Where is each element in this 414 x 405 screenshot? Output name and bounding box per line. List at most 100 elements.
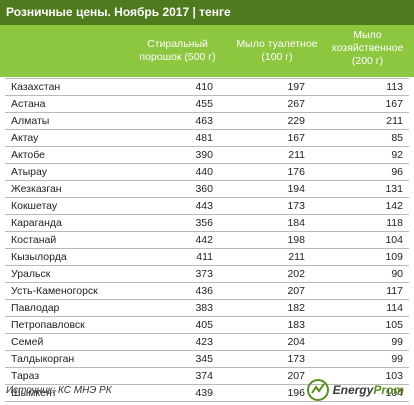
logo-text-energy: Energy	[332, 383, 374, 397]
laundry-soap-value: 104	[385, 234, 403, 246]
detergent-value: 383	[195, 302, 213, 314]
row-label: Усть-Каменогорск	[11, 285, 98, 297]
table-row: Шымкент 439 196 104	[5, 385, 409, 402]
header-laundry-soap: Мыло хозяйственное (200 г)	[320, 29, 414, 68]
table-row: Актобе 390 211 92	[5, 147, 409, 164]
source-note: Источник: КС МНЭ РК	[6, 385, 112, 396]
row-label: Караганда	[11, 217, 62, 229]
chart-title: Розничные цены. Ноябрь 2017 | тенге	[0, 0, 414, 25]
toilet-soap-value: 194	[287, 183, 305, 195]
table-row: Уральск 373 202 90	[5, 266, 409, 283]
header-detergent-line1: Стиральный	[147, 38, 208, 50]
row-label: Алматы	[11, 115, 50, 127]
toilet-soap-value: 182	[287, 302, 305, 314]
table-row: Тараз 374 207 103	[5, 368, 409, 385]
detergent-value: 345	[195, 353, 213, 365]
table-row: Астана 455 267 167	[5, 96, 409, 113]
table-row: Семей 423 204 99	[5, 334, 409, 351]
laundry-soap-value: 92	[391, 149, 403, 161]
table-body: Казахстан 410 197 113 Астана 455 267 167 Алматы 4…	[5, 78, 409, 402]
header-laundry-soap-line1: Мыло	[353, 29, 382, 41]
detergent-value: 360	[195, 183, 213, 195]
row-label: Талдыкорган	[11, 353, 75, 365]
toilet-soap-value: 202	[287, 268, 305, 280]
laundry-soap-value: 117	[386, 285, 403, 297]
toilet-soap-value: 207	[287, 370, 305, 382]
table-row: Усть-Каменогорск 436 207 117	[5, 283, 409, 300]
energyprom-logo-icon	[306, 379, 329, 401]
header-detergent-line2: порошок (500 г)	[139, 51, 216, 63]
row-label: Уральск	[11, 268, 51, 280]
toilet-soap-value: 198	[287, 234, 305, 246]
row-label: Актобе	[11, 149, 45, 161]
table-row: Павлодар 383 182 114	[5, 300, 409, 317]
energyprom-logo: EnergyProm	[306, 378, 404, 402]
table-row: Кызылорда 411 211 109	[5, 249, 409, 266]
row-label: Кызылорда	[11, 251, 67, 263]
laundry-soap-value: 142	[385, 200, 403, 212]
table-header: Стиральный порошок (500 г) Мыло туалетно…	[0, 25, 414, 77]
row-label: Петропавловск	[11, 319, 85, 331]
toilet-soap-value: 167	[287, 132, 305, 144]
detergent-value: 411	[196, 251, 213, 263]
row-label: Тараз	[11, 370, 40, 382]
toilet-soap-value: 196	[287, 387, 305, 399]
row-label: Казахстан	[11, 81, 61, 93]
row-label: Атырау	[11, 166, 47, 178]
logo-text-prom: Prom	[373, 383, 404, 397]
toilet-soap-value: 211	[288, 149, 305, 161]
header-toilet-soap-line2: (100 г)	[261, 51, 293, 63]
row-label: Астана	[11, 98, 46, 110]
table-row: Караганда 356 184 118	[5, 215, 409, 232]
header-toilet-soap: Мыло туалетное (100 г)	[222, 38, 332, 64]
table-row: Костанай 442 198 104	[5, 232, 409, 249]
row-label: Шымкент	[11, 387, 57, 399]
laundry-soap-value: 211	[386, 115, 403, 127]
row-label: Актау	[11, 132, 39, 144]
table-row: Петропавловск 405 183 105	[5, 317, 409, 334]
laundry-soap-value: 90	[391, 268, 403, 280]
detergent-value: 440	[195, 166, 213, 178]
laundry-soap-value: 167	[385, 98, 403, 110]
laundry-soap-value: 105	[385, 319, 403, 331]
toilet-soap-value: 267	[287, 98, 305, 110]
detergent-value: 356	[195, 217, 213, 229]
toilet-soap-value: 197	[287, 81, 305, 93]
laundry-soap-value: 109	[385, 251, 403, 263]
toilet-soap-value: 207	[287, 285, 305, 297]
laundry-soap-value: 103	[385, 370, 403, 382]
header-laundry-soap-line3: (200 г)	[351, 55, 384, 67]
detergent-value: 463	[195, 115, 213, 127]
table-row: Алматы 463 229 211	[5, 113, 409, 130]
row-label: Жезказган	[11, 183, 62, 195]
row-label: Костанай	[11, 234, 57, 246]
logo-text: EnergyProm	[333, 383, 404, 397]
header-laundry-soap-line2: хозяйственное	[331, 42, 404, 54]
table-row: Жезказган 360 194 131	[5, 181, 409, 198]
laundry-soap-value: 99	[391, 336, 403, 348]
table-row: Талдыкорган 345 173 99	[5, 351, 409, 368]
detergent-value: 443	[195, 200, 213, 212]
row-label: Павлодар	[11, 302, 60, 314]
detergent-value: 439	[195, 387, 213, 399]
toilet-soap-value: 229	[287, 115, 305, 127]
toilet-soap-value: 184	[287, 217, 305, 229]
laundry-soap-value: 99	[391, 353, 403, 365]
laundry-soap-value: 96	[391, 166, 403, 178]
header-detergent: Стиральный порошок (500 г)	[120, 38, 235, 64]
detergent-value: 423	[195, 336, 213, 348]
laundry-soap-value: 114	[386, 302, 403, 314]
table-row: Актау 481 167 85	[5, 130, 409, 147]
laundry-soap-value: 118	[386, 217, 403, 229]
detergent-value: 405	[195, 319, 213, 331]
toilet-soap-value: 173	[287, 353, 305, 365]
toilet-soap-value: 211	[288, 251, 305, 263]
laundry-soap-value: 104	[385, 387, 403, 399]
detergent-value: 410	[195, 81, 213, 93]
table-row: Казахстан 410 197 113	[5, 78, 409, 96]
laundry-soap-value: 131	[385, 183, 403, 195]
toilet-soap-value: 204	[287, 336, 305, 348]
table-row: Атырау 440 176 96	[5, 164, 409, 181]
row-label: Кокшетау	[11, 200, 58, 212]
laundry-soap-value: 113	[386, 81, 403, 93]
